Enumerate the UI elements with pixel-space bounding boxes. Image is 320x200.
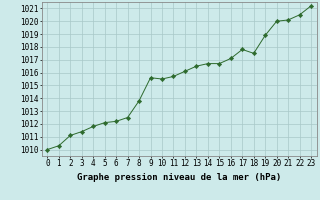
X-axis label: Graphe pression niveau de la mer (hPa): Graphe pression niveau de la mer (hPa) [77,173,281,182]
